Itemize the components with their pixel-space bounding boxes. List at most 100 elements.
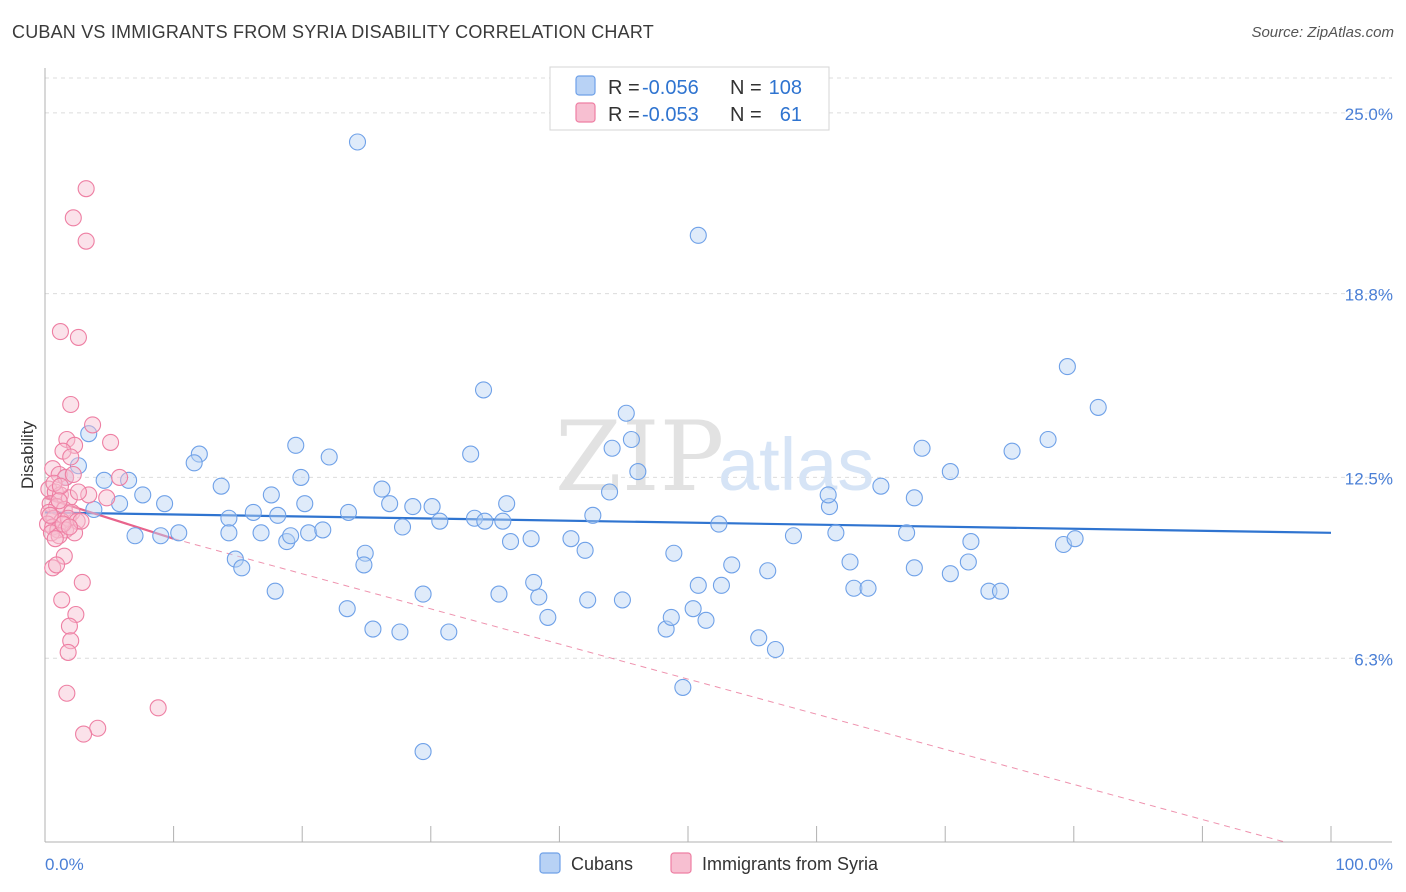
point-cubans [766, 640, 784, 659]
point-syria [73, 573, 91, 591]
point-cubans [156, 495, 174, 513]
legend-label-syria: Immigrants from Syria [702, 854, 879, 874]
point-cubans [296, 495, 314, 513]
point-cubans [287, 436, 305, 454]
trend-line-syria-extended [173, 538, 1285, 843]
point-cubans [364, 620, 382, 638]
point-cubans [152, 527, 170, 545]
point-syria [69, 483, 87, 501]
bottom-legend: Cubans Immigrants from Syria [539, 852, 879, 874]
point-syria [51, 477, 69, 495]
point-syria [51, 323, 69, 341]
point-cubans [95, 471, 113, 489]
point-cubans [941, 463, 959, 481]
point-cubans [339, 503, 358, 521]
point-cubans [622, 430, 640, 449]
point-cubans [905, 559, 923, 577]
point-cubans [80, 425, 98, 443]
stats-legend-swatch-blue [575, 75, 596, 96]
y-tick-label: 25.0% [1345, 105, 1393, 124]
point-syria [60, 518, 78, 536]
point-cubans [373, 480, 391, 498]
point-syria [58, 684, 76, 702]
point-syria [75, 725, 93, 743]
legend-swatch-cubans [539, 852, 561, 874]
stats-legend-box [549, 66, 830, 131]
point-cubans [381, 495, 399, 513]
point-cubans [872, 477, 890, 495]
point-cubans [393, 518, 412, 536]
point-cubans [712, 576, 730, 594]
point-cubans [494, 512, 512, 530]
stats-legend-n-label-2: N = [730, 104, 762, 126]
stats-legend-r-label-2: R = [608, 104, 640, 126]
point-cubans [292, 468, 310, 486]
point-cubans [476, 512, 494, 530]
point-cubans [320, 448, 338, 466]
point-syria [64, 209, 82, 227]
stats-legend-n-value-1: 108 [769, 77, 802, 99]
point-cubans [913, 439, 931, 457]
point-cubans [962, 533, 980, 551]
point-cubans [170, 524, 188, 542]
point-cubans [501, 533, 520, 551]
point-cubans [601, 483, 619, 501]
x-tick-label: 100.0% [1335, 855, 1393, 874]
point-syria [46, 530, 64, 548]
point-cubans [629, 463, 647, 481]
point-cubans [414, 743, 432, 761]
point-cubans [233, 559, 251, 577]
point-cubans [440, 623, 458, 641]
point-cubans [300, 524, 318, 542]
point-cubans [134, 486, 152, 504]
point-cubans [126, 527, 144, 545]
point-cubans [905, 489, 923, 507]
point-cubans [282, 527, 300, 545]
tick-layer: 6.3% 12.5% 18.8% 25.0% 0.0% 100.0% [45, 105, 1393, 874]
point-cubans [465, 509, 484, 527]
point-cubans [404, 498, 422, 516]
point-syria [62, 448, 80, 466]
point-cubans [244, 503, 262, 521]
point-cubans [220, 524, 238, 542]
point-cubans [522, 530, 540, 548]
point-cubans [269, 506, 287, 524]
point-cubans [462, 445, 480, 463]
point-cubans [603, 439, 621, 457]
point-cubans [617, 404, 635, 422]
point-syria [44, 460, 62, 478]
point-syria [48, 556, 66, 574]
point-cubans [665, 544, 683, 562]
stats-legend-n-value-2: 61 [780, 104, 802, 126]
point-cubans [959, 553, 977, 571]
point-cubans [980, 582, 998, 600]
point-cubans [562, 530, 580, 548]
point-cubans [85, 500, 103, 519]
legend-label-cubans: Cubans [571, 854, 633, 874]
point-cubans [584, 506, 602, 524]
point-syria [77, 180, 95, 198]
point-cubans [684, 600, 702, 618]
point-cubans [1039, 430, 1057, 449]
point-cubans [827, 524, 845, 542]
point-cubans [266, 582, 284, 600]
point-syria [53, 591, 71, 609]
point-cubans [262, 486, 280, 504]
points-layer [39, 133, 1107, 761]
point-cubans [1058, 358, 1076, 376]
stats-legend-r-label-1: R = [608, 77, 640, 99]
stats-legend-r-value-1: -0.056 [642, 77, 699, 99]
point-syria [98, 489, 116, 507]
point-cubans [759, 562, 777, 580]
y-tick-label: 18.8% [1345, 286, 1393, 305]
stats-legend: R = -0.056 N = 108 R = -0.053 N = 61 [549, 66, 830, 131]
point-cubans [1066, 530, 1084, 548]
point-cubans [723, 556, 741, 574]
point-cubans [414, 585, 432, 603]
point-syria [59, 643, 77, 661]
point-cubans [710, 515, 728, 533]
point-syria [77, 232, 95, 250]
trend-layer [44, 496, 1332, 843]
point-cubans [525, 573, 543, 591]
